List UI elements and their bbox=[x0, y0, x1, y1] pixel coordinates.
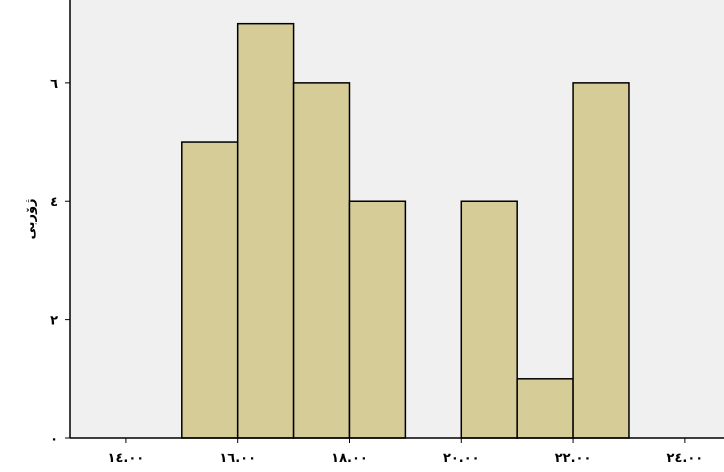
y-tick-label: ٤ bbox=[50, 195, 58, 210]
y-tick-label: ٠ bbox=[50, 432, 58, 447]
x-tick-label: ٢٠.٠٠ bbox=[443, 451, 480, 466]
x-tick-label: ١٦.٠٠ bbox=[219, 451, 256, 466]
histogram-bar bbox=[292, 82, 351, 439]
ticks: ١٤.٠٠ ١٦.٠٠ ١٨.٠٠ ٢٠.٠٠ ٢٢.٠٠ ٢٤.٠٠ ٠ ٢ ٤ ٦ bbox=[50, 77, 703, 466]
histogram-bar bbox=[516, 378, 574, 439]
y-axis-title: ژۆربی bbox=[23, 198, 38, 239]
bars bbox=[181, 22, 630, 439]
y-tick-label: ٦ bbox=[50, 77, 58, 92]
x-tick-label: ٢٤.٠٠ bbox=[667, 451, 704, 466]
x-tick-label: ٢٢.٠٠ bbox=[555, 451, 592, 466]
y-tick-label: ٢ bbox=[50, 314, 58, 329]
histogram-bar bbox=[348, 200, 407, 439]
axes bbox=[69, 0, 724, 439]
histogram-bar bbox=[460, 200, 518, 439]
x-tick-label: ١٤.٠٠ bbox=[108, 451, 145, 466]
histogram-bar bbox=[181, 141, 239, 439]
histogram-bar bbox=[236, 22, 295, 439]
x-tick-label: ١٨.٠٠ bbox=[331, 451, 368, 466]
histogram-bar bbox=[572, 82, 630, 439]
